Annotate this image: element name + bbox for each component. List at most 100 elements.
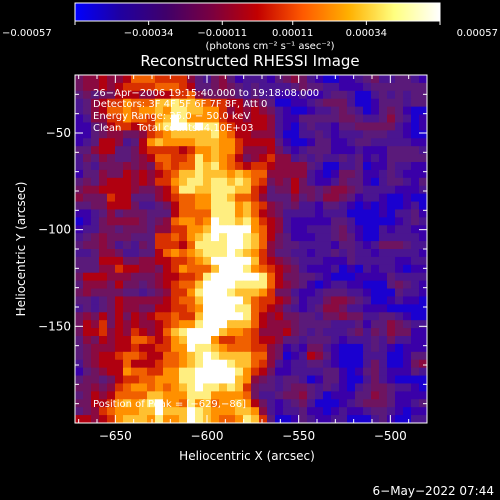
heatmap-cell [267,320,276,329]
heatmap-cell [99,201,108,210]
heatmap-cell [115,241,124,250]
chart-title: Reconstructed RHESSI Image [140,52,360,70]
heatmap-cell [291,264,300,274]
heatmap-cell [99,169,108,179]
heatmap-cell [283,169,292,179]
heatmap-cell [99,383,108,392]
heatmap-cell [387,264,396,274]
heatmap-cell [211,122,220,131]
heatmap-cell [339,114,348,123]
heatmap-cell [203,90,212,100]
heatmap-cell [307,114,316,123]
heatmap-cell [387,367,396,377]
heatmap-cell [155,280,164,290]
heatmap-cell [203,288,212,297]
heatmap-cell [323,415,332,424]
heatmap-cell [363,415,372,424]
heatmap-cell [91,193,100,203]
heatmap-cell [267,233,276,242]
heatmap-cell [203,272,212,282]
heatmap-cell [107,328,116,337]
heatmap-cell [243,106,252,116]
heatmap-cell [307,233,316,242]
heatmap-cell [187,272,196,282]
heatmap-cell [267,256,276,266]
heatmap-cell [219,154,228,163]
heatmap-cell [347,106,356,116]
heatmap-cell [363,280,372,290]
heatmap-cell [251,280,260,290]
heatmap-cell [411,177,420,187]
heatmap-cell [235,130,244,139]
heatmap-cell [75,130,84,139]
heatmap-cell [275,280,284,290]
heatmap-cell [339,177,348,187]
heatmap-cell [75,320,84,329]
heatmap-cell [251,98,260,108]
heatmap-cell [219,351,228,361]
heatmap-cell [259,154,268,163]
heatmap-cell [131,383,140,392]
heatmap-cell [387,407,396,416]
heatmap-cell [387,209,396,218]
heatmap-cell [187,138,196,147]
heatmap-cell [83,383,92,392]
heatmap-cell [75,98,84,108]
heatmap-cell [171,375,180,384]
heatmap-cell [99,264,108,274]
heatmap-cell [211,280,220,290]
heatmap-cell [179,146,188,155]
heatmap-cell [403,312,412,321]
heatmap-cell [331,264,340,274]
heatmap-cell [251,391,260,400]
heatmap-cell [243,375,252,384]
heatmap-cell [123,233,132,242]
heatmap-cell [395,241,404,250]
heatmap-cell [275,114,284,123]
heatmap-cell [283,280,292,290]
heatmap-cell [195,407,204,416]
heatmap-cell [131,359,140,369]
heatmap-cell [123,272,132,282]
heatmap-cell [139,272,148,282]
heatmap-cell [267,193,276,203]
heatmap-cell [347,146,356,155]
heatmap-cell [323,225,332,234]
heatmap-cell [99,399,108,408]
heatmap-cell [307,177,316,187]
heatmap-cell [315,312,324,321]
heatmap-cell [155,154,164,163]
heatmap-cell [163,383,172,392]
heatmap-cell [347,280,356,290]
heatmap-cell [179,177,188,187]
heatmap-cell [251,114,260,123]
heatmap-cell [323,359,332,369]
heatmap-cell [155,146,164,155]
heatmap-cell [203,296,212,305]
heatmap-cell [155,312,164,321]
heatmap-cell [91,415,100,424]
heatmap-cell [163,162,172,171]
heatmap-cell [299,209,308,218]
heatmap-cell [379,256,388,266]
heatmap-cell [171,296,180,305]
heatmap-cell [155,288,164,297]
heatmap-cell [419,359,428,369]
heatmap-cell [155,383,164,392]
heatmap-cell [115,82,124,92]
heatmap-cell [243,415,252,424]
heatmap-cell [235,367,244,377]
heatmap-cell [379,407,388,416]
heatmap-cell [91,391,100,400]
heatmap-cell [171,399,180,408]
heatmap-cell [395,201,404,210]
heatmap-cell [107,351,116,361]
heatmap-cell [91,375,100,384]
heatmap-cell [99,272,108,282]
heatmap-cell [347,391,356,400]
heatmap-cell [379,296,388,305]
heatmap-cell [171,233,180,242]
heatmap-cell [163,320,172,329]
heatmap-cell [123,122,132,131]
heatmap-cell [267,415,276,424]
